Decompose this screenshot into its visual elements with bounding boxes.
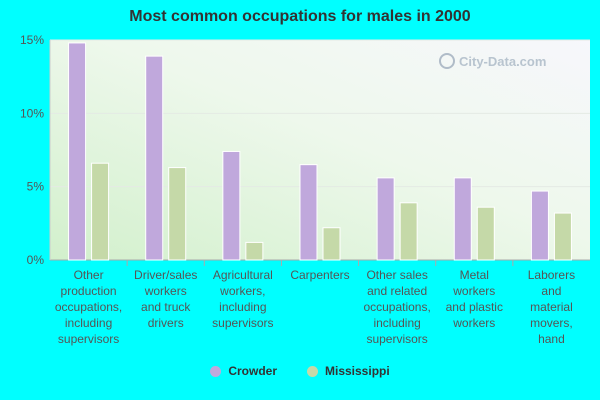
bar-crowder[interactable] bbox=[68, 42, 87, 261]
y-tick-label: 5% bbox=[27, 180, 45, 194]
bar-mississippi[interactable] bbox=[553, 212, 572, 261]
legend-item-mississippi[interactable]: Mississippi bbox=[307, 364, 390, 378]
bar-mississippi[interactable] bbox=[245, 241, 264, 261]
legend-swatch-crowder bbox=[210, 365, 222, 377]
bar-crowder[interactable] bbox=[299, 164, 318, 261]
chart-title: Most common occupations for males in 200… bbox=[129, 8, 471, 25]
bar-crowder[interactable] bbox=[453, 177, 472, 261]
x-axis-labels: Other production occupations, including supe… bbox=[55, 260, 575, 346]
watermark-text: City-Data.com bbox=[459, 54, 546, 69]
bar-crowder[interactable] bbox=[222, 150, 241, 261]
x-tick-label: Carpenters bbox=[290, 268, 349, 282]
watermark: City-Data.com bbox=[439, 53, 546, 69]
gridlines bbox=[50, 39, 590, 261]
bar-crowder[interactable] bbox=[530, 190, 549, 261]
legend-swatch-mississippi bbox=[307, 365, 318, 377]
y-axis: 0% 5% 10% 15% bbox=[20, 33, 51, 267]
x-tick-label: Metal workers and plastic workers bbox=[446, 268, 503, 330]
x-tick-label: Driver/sales workers and truck drivers bbox=[134, 268, 197, 330]
bar-mississippi[interactable] bbox=[399, 202, 418, 261]
legend: Crowder Mississippi bbox=[0, 364, 600, 378]
y-tick-label: 0% bbox=[27, 253, 45, 267]
bars bbox=[68, 42, 572, 261]
y-tick-label: 15% bbox=[20, 33, 44, 47]
bar-crowder[interactable] bbox=[145, 55, 164, 261]
x-tick-label: Other sales and related occupations, includ… bbox=[363, 268, 430, 346]
legend-item-crowder[interactable]: Crowder bbox=[210, 364, 277, 378]
bar-mississippi[interactable] bbox=[476, 206, 495, 261]
legend-label-crowder: Crowder bbox=[228, 364, 277, 378]
watermark-icon bbox=[439, 53, 455, 69]
x-tick-label: Agricultural workers, including supervisors bbox=[212, 268, 273, 330]
bar-crowder[interactable] bbox=[376, 177, 395, 261]
legend-label-mississippi: Mississippi bbox=[325, 364, 390, 378]
x-tick-label: Other production occupations, including supe… bbox=[55, 268, 122, 346]
bar-mississippi[interactable] bbox=[168, 167, 187, 261]
plot-area bbox=[50, 40, 590, 260]
bar-mississippi[interactable] bbox=[322, 227, 341, 261]
x-tick-label: Laborers and material movers, hand bbox=[528, 268, 575, 346]
y-tick-label: 10% bbox=[20, 106, 44, 120]
bar-mississippi[interactable] bbox=[91, 162, 110, 261]
